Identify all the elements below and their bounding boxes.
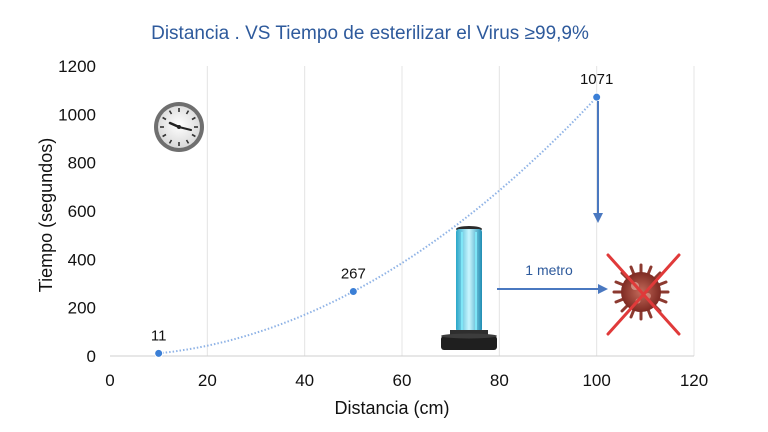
- data-point: [154, 348, 164, 358]
- y-tick-labels: 0 200 400 600 800 1000 1200: [58, 57, 96, 366]
- uv-lamp-icon: [441, 226, 497, 350]
- trend-line: [158, 96, 598, 355]
- vertical-arrow: [593, 101, 603, 223]
- y-tick-label: 400: [68, 250, 96, 269]
- x-tick-label: 80: [490, 371, 509, 390]
- distance-annotation: 1 metro: [525, 262, 573, 278]
- data-label: 267: [341, 265, 366, 282]
- y-tick-label: 0: [87, 347, 96, 366]
- x-tick-labels: 0 20 40 60 80 100 120: [105, 371, 708, 390]
- cross-icon: [606, 253, 681, 336]
- y-tick-label: 200: [68, 299, 96, 318]
- data-label: 11: [151, 327, 167, 344]
- y-tick-label: 600: [68, 202, 96, 221]
- x-tick-label: 100: [582, 371, 610, 390]
- x-axis-label: Distancia (cm): [334, 398, 449, 418]
- y-tick-label: 800: [68, 154, 96, 173]
- grid-lines: [206, 66, 695, 356]
- x-tick-label: 40: [295, 371, 314, 390]
- distance-arrow: [497, 284, 608, 294]
- data-label: 1071: [580, 71, 613, 88]
- x-tick-label: 60: [393, 371, 412, 390]
- y-axis-label: Tiempo (segundos): [36, 138, 56, 292]
- y-tick-label: 1000: [58, 105, 96, 124]
- x-tick-label: 0: [105, 371, 114, 390]
- data-point: [592, 92, 602, 102]
- data-point: [348, 286, 358, 296]
- x-tick-label: 20: [198, 371, 217, 390]
- chart-title: Distancia . VS Tiempo de esterilizar el …: [151, 23, 589, 44]
- clock-icon: [154, 102, 204, 152]
- data-labels: 11 267 1071: [151, 71, 613, 344]
- x-tick-label: 120: [680, 371, 708, 390]
- y-tick-label: 1200: [58, 57, 96, 76]
- data-points: [154, 92, 602, 358]
